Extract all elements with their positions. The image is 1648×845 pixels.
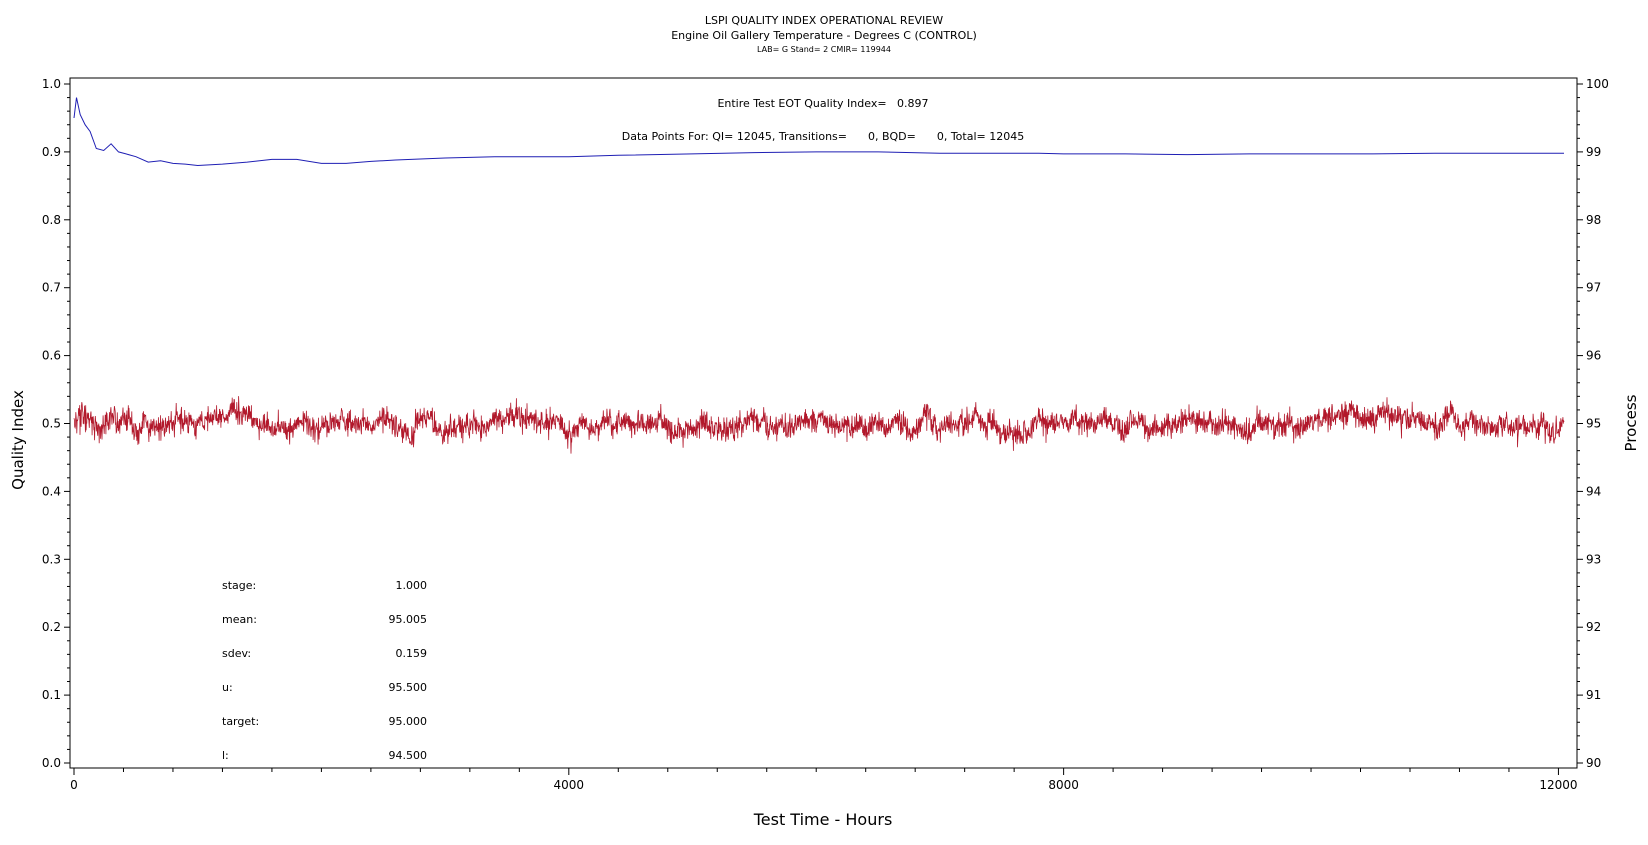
- stat-value: 0.159: [396, 647, 428, 660]
- process-series-line: [73, 396, 1565, 454]
- stats-block: stage: 1.000 mean: 95.005 sdev: 0.159 u: 95.500…: [222, 579, 427, 762]
- x-axis-tick-label: 12000: [1539, 778, 1577, 792]
- x-axis-tick-label: 0: [70, 778, 78, 792]
- stat-value: 1.000: [396, 579, 428, 592]
- x-axis: 0 4000 8000 12000: [70, 768, 1578, 792]
- right-axis-tick-label: 94: [1586, 484, 1601, 498]
- left-axis-tick-label: 0.4: [42, 484, 61, 498]
- right-axis-tick-label: 95: [1586, 417, 1601, 431]
- left-axis: 0.0 0.1 0.2 0.3 0.4 0.5 0.6 0.7 0.8 0.9 1.0: [42, 77, 70, 770]
- stat-value: 95.005: [389, 613, 428, 626]
- left-axis-tick-label: 0.6: [42, 349, 61, 363]
- right-axis-tick-label: 99: [1586, 145, 1601, 159]
- left-axis-tick-label: 0.2: [42, 620, 61, 634]
- left-axis-tick-label: 1.0: [42, 77, 61, 91]
- left-axis-tick-label: 0.1: [42, 688, 61, 702]
- left-axis-tick-label: 0.9: [42, 145, 61, 159]
- right-axis-tick-label: 93: [1586, 552, 1601, 566]
- left-axis-tick-label: 0.5: [42, 417, 61, 431]
- chart-info-line: LAB= G Stand= 2 CMIR= 119944: [757, 45, 891, 54]
- x-axis-tick-label: 4000: [554, 778, 585, 792]
- left-axis-tick-label: 0.8: [42, 213, 61, 227]
- stat-value: 95.000: [389, 715, 428, 728]
- right-axis-tick-label: 96: [1586, 349, 1601, 363]
- right-axis-tick-label: 91: [1586, 688, 1601, 702]
- right-axis-tick-label: 98: [1586, 213, 1601, 227]
- left-axis-tick-label: 0.7: [42, 281, 61, 295]
- stat-label: mean:: [222, 613, 257, 626]
- stat-label: l:: [222, 749, 229, 762]
- right-axis-label: Process: [1622, 394, 1640, 451]
- right-axis-tick-label: 97: [1586, 281, 1601, 295]
- x-axis-label: Test Time - Hours: [753, 810, 893, 829]
- chart-subtitle: Engine Oil Gallery Temperature - Degrees…: [671, 29, 977, 42]
- stat-label: u:: [222, 681, 233, 694]
- stat-label: sdev:: [222, 647, 251, 660]
- stat-value: 94.500: [389, 749, 428, 762]
- x-axis-tick-label: 8000: [1048, 778, 1079, 792]
- left-axis-tick-label: 0.0: [42, 756, 61, 770]
- left-axis-tick-label: 0.3: [42, 552, 61, 566]
- right-axis-tick-label: 100: [1586, 77, 1609, 91]
- quality-index-series-line: [73, 97, 1564, 167]
- right-axis-tick-label: 92: [1586, 620, 1601, 634]
- right-axis-tick-label: 90: [1586, 756, 1601, 770]
- stat-value: 95.500: [389, 681, 428, 694]
- stat-label: stage:: [222, 579, 256, 592]
- data-points-annotation: Data Points For: QI= 12045, Transitions=…: [622, 130, 1024, 143]
- left-axis-label: Quality Index: [9, 390, 27, 490]
- right-axis: 90 91 92 93 94 95 96 97 98 99 100: [1577, 77, 1609, 770]
- chart-title: LSPI QUALITY INDEX OPERATIONAL REVIEW: [705, 14, 943, 27]
- quality-index-annotation: Entire Test EOT Quality Index= 0.897: [717, 97, 928, 110]
- stat-label: target:: [222, 715, 259, 728]
